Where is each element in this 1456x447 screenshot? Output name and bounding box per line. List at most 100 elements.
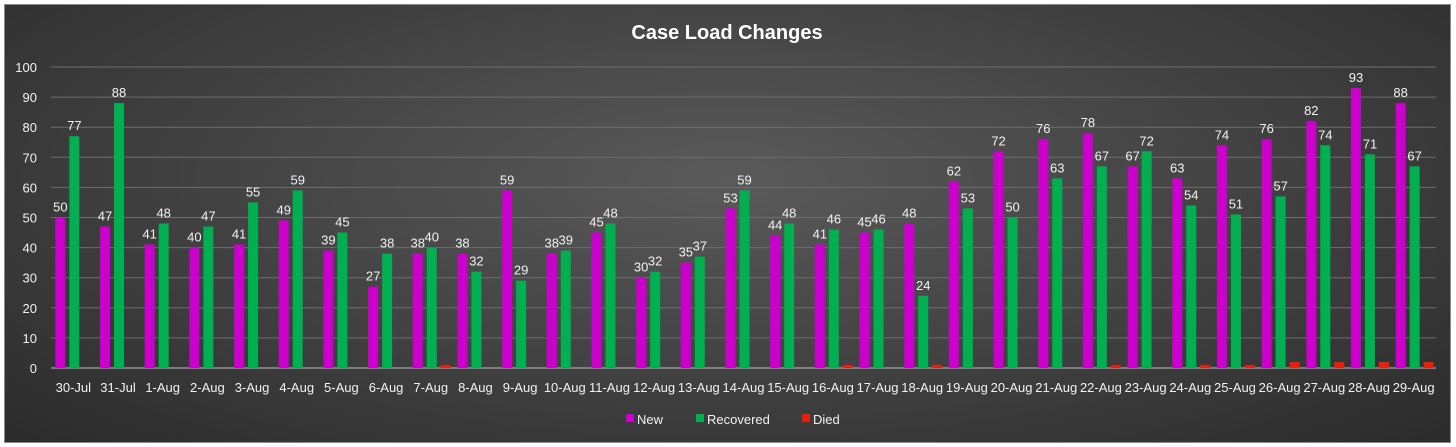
bar-new (100, 226, 111, 368)
bar-recovered (158, 223, 169, 368)
y-tick-label: 100 (15, 60, 37, 75)
x-tick-label: 25-Aug (1214, 380, 1256, 395)
x-tick-label: 17-Aug (857, 380, 899, 395)
legend-swatch-died (802, 414, 810, 422)
data-label: 24 (916, 278, 930, 293)
data-label: 49 (276, 203, 290, 218)
bar-recovered (69, 136, 80, 368)
bar-died (1289, 361, 1300, 368)
bar-recovered (873, 229, 884, 368)
data-label: 32 (469, 254, 483, 269)
x-tick-label: 11-Aug (589, 380, 630, 395)
bar-new (1261, 139, 1272, 368)
legend-label-died: Died (813, 412, 840, 427)
chart-title: Case Load Changes (631, 22, 822, 44)
bar-recovered (1141, 151, 1152, 368)
bar-recovered (560, 250, 571, 368)
data-label: 88 (112, 85, 126, 100)
x-tick-label: 22-Aug (1080, 380, 1122, 395)
data-label: 62 (947, 163, 961, 178)
data-label: 59 (737, 172, 751, 187)
data-label: 54 (1184, 187, 1198, 202)
data-label: 51 (1229, 196, 1243, 211)
bar-new (144, 244, 155, 368)
bar-recovered (114, 103, 125, 369)
x-tick-label: 29-Aug (1393, 380, 1435, 395)
x-tick-label: 30-Jul (56, 380, 92, 395)
bar-recovered (918, 295, 929, 368)
bar-new (278, 220, 289, 368)
bar-new (859, 232, 870, 368)
data-label: 53 (723, 190, 737, 205)
x-tick-label: 14-Aug (723, 380, 765, 395)
bar-died (1200, 364, 1211, 368)
y-tick-label: 50 (23, 211, 37, 226)
x-tick-label: 16-Aug (812, 380, 854, 395)
bar-new (368, 286, 379, 368)
data-label: 46 (871, 212, 885, 227)
bar-new (189, 247, 200, 368)
data-label: 72 (1139, 133, 1153, 148)
bar-recovered (1409, 166, 1420, 368)
data-label: 41 (232, 227, 246, 242)
data-label: 50 (1005, 200, 1019, 215)
y-tick-label: 30 (23, 271, 37, 286)
bar-died (440, 364, 451, 368)
bar-new (1082, 133, 1093, 368)
x-tick-label: 6-Aug (369, 380, 404, 395)
bar-new (1038, 139, 1049, 368)
data-label: 74 (1215, 127, 1229, 142)
data-label: 57 (1273, 178, 1287, 193)
bar-new (993, 151, 1004, 368)
data-label: 78 (1081, 115, 1095, 130)
data-label: 38 (411, 236, 425, 251)
data-label: 74 (1318, 127, 1332, 142)
x-tick-label: 10-Aug (544, 380, 586, 395)
data-label: 37 (693, 239, 707, 254)
data-label: 48 (156, 206, 170, 221)
bar-recovered (337, 232, 348, 368)
data-label: 88 (1393, 85, 1407, 100)
bar-recovered (784, 223, 795, 368)
x-tick-label: 2-Aug (190, 380, 225, 395)
data-label: 44 (768, 218, 782, 233)
x-axis: 30-Jul 31-Jul 1-Aug 2-Aug 3-Aug 4-Aug 5-Aug 6-A… (56, 380, 1435, 395)
data-label: 32 (648, 254, 662, 269)
bar-new (1306, 121, 1317, 369)
bar-recovered (739, 190, 750, 368)
bar-died (1378, 361, 1389, 368)
y-axis: 0 10 20 30 40 50 60 70 80 90 100 (15, 60, 37, 376)
data-label: 38 (455, 236, 469, 251)
bar-new (457, 253, 468, 368)
bar-recovered (516, 280, 527, 368)
data-label: 45 (857, 215, 871, 230)
bar-recovered (1275, 196, 1286, 368)
x-tick-label: 19-Aug (946, 380, 988, 395)
x-tick-label: 15-Aug (767, 380, 809, 395)
bar-new (502, 190, 513, 368)
bar-recovered (650, 271, 661, 368)
bar-recovered (1230, 214, 1241, 368)
bar-died (932, 364, 943, 368)
bar-new (234, 244, 245, 368)
x-tick-label: 1-Aug (145, 380, 180, 395)
legend-label-new: New (637, 412, 664, 427)
bar-recovered (248, 202, 259, 368)
bar-new (546, 253, 557, 368)
data-label: 48 (603, 206, 617, 221)
data-label: 63 (1170, 160, 1184, 175)
bar-recovered (1186, 205, 1197, 368)
y-tick-label: 80 (23, 120, 37, 135)
legend-swatch-new (626, 414, 634, 422)
data-label: 47 (98, 209, 112, 224)
bar-recovered (1052, 178, 1063, 368)
bar-recovered (605, 223, 616, 368)
data-label: 39 (321, 233, 335, 248)
data-label: 47 (201, 209, 215, 224)
bar-new (591, 232, 602, 368)
x-tick-label: 18-Aug (901, 380, 943, 395)
data-label: 82 (1304, 103, 1318, 118)
bar-died (1423, 361, 1434, 368)
x-tick-label: 13-Aug (678, 380, 720, 395)
